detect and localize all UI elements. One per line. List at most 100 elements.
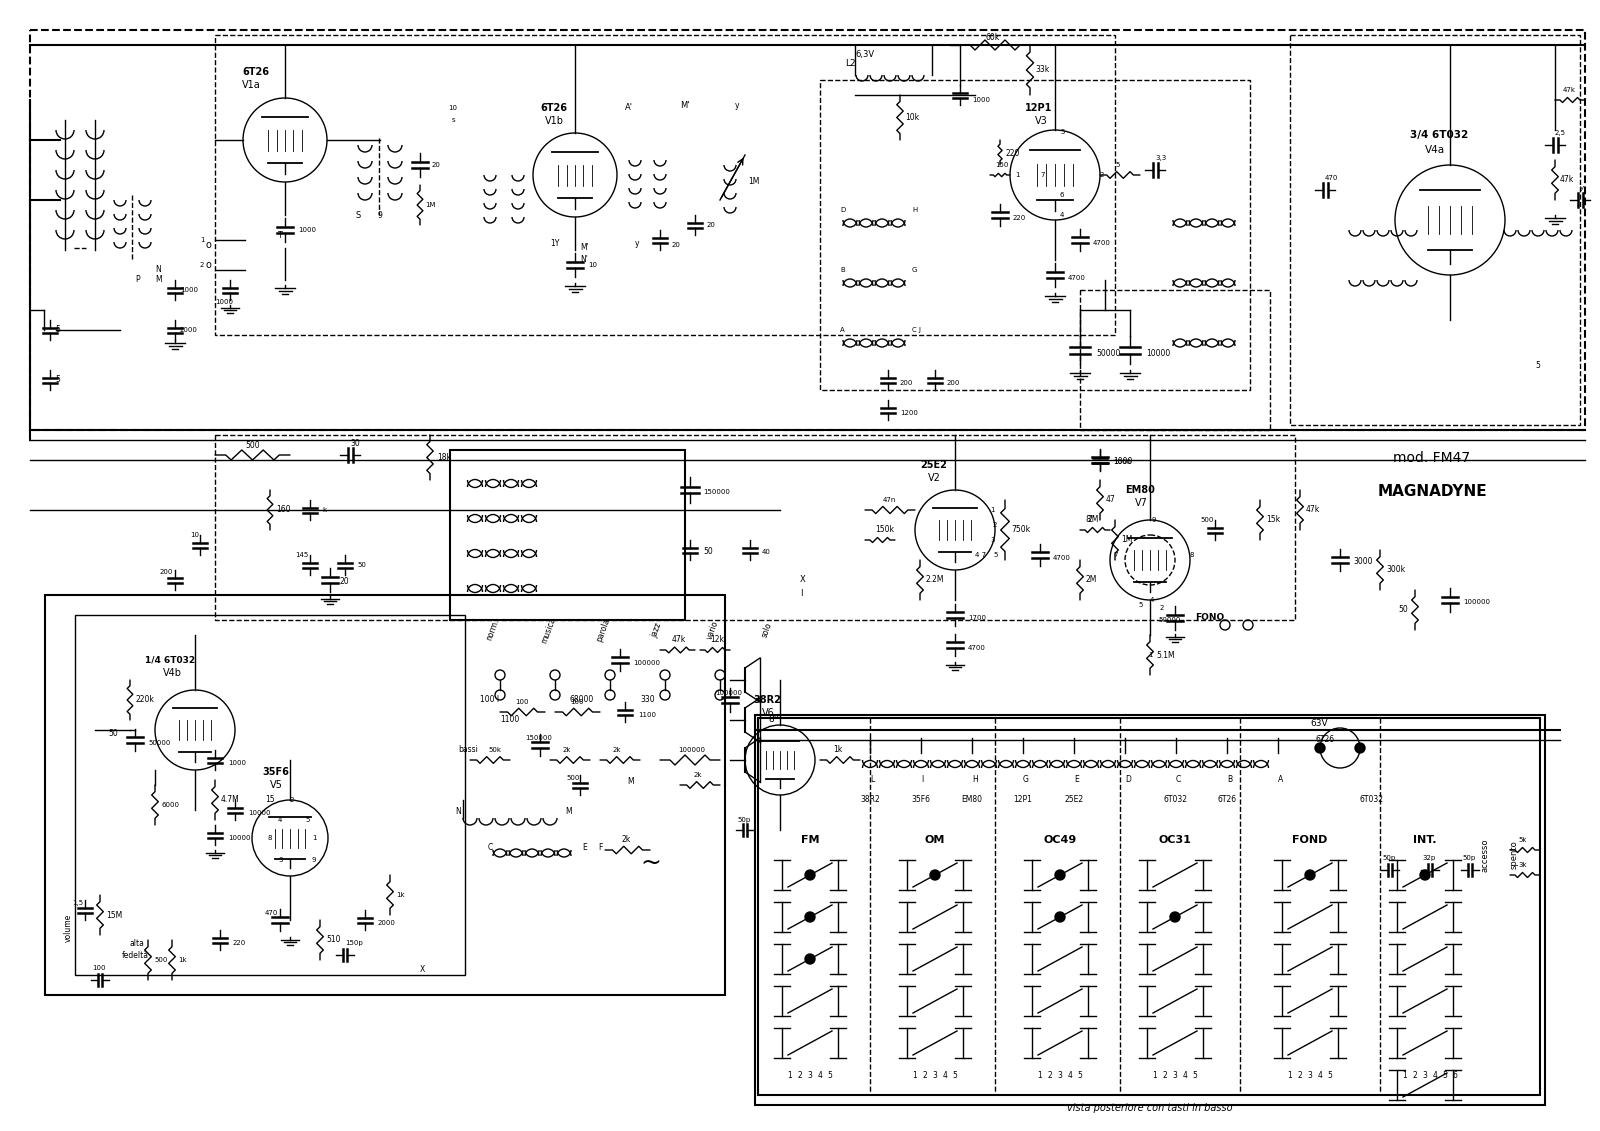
Text: 47k: 47k [1560, 175, 1574, 184]
Circle shape [930, 870, 941, 880]
Text: 3: 3 [1307, 1071, 1312, 1079]
Text: 150p: 150p [346, 940, 363, 946]
Text: y: y [635, 240, 640, 249]
Text: 20: 20 [339, 578, 350, 587]
Text: 5: 5 [54, 375, 59, 385]
Text: I: I [800, 588, 803, 597]
Text: 1000: 1000 [1114, 458, 1133, 466]
Text: 1: 1 [1038, 1071, 1042, 1079]
Text: 4: 4 [1317, 1071, 1323, 1079]
Text: M': M' [579, 243, 589, 252]
Text: 4: 4 [1182, 1071, 1187, 1079]
Text: FOND: FOND [1293, 835, 1328, 845]
Text: 4: 4 [942, 1071, 947, 1079]
Text: OC49: OC49 [1043, 835, 1077, 845]
Circle shape [805, 870, 814, 880]
Text: 2000: 2000 [179, 327, 198, 333]
Text: 100: 100 [515, 699, 528, 705]
Text: 5: 5 [306, 817, 309, 823]
Text: EM80: EM80 [962, 795, 982, 804]
Text: C: C [488, 844, 493, 853]
Text: 6T26: 6T26 [541, 103, 566, 113]
Text: 1/4 6T032: 1/4 6T032 [146, 656, 195, 665]
Circle shape [1170, 912, 1181, 922]
Text: 50: 50 [1398, 605, 1408, 614]
Text: 8'': 8'' [1085, 516, 1094, 525]
Text: 50: 50 [109, 728, 118, 737]
Text: 100000: 100000 [1462, 599, 1490, 605]
Text: 470: 470 [1325, 175, 1338, 181]
Text: H: H [912, 207, 917, 213]
Text: 2k: 2k [622, 836, 632, 845]
Text: 200: 200 [160, 569, 173, 575]
Text: T': T' [278, 231, 285, 240]
Text: EM80: EM80 [1125, 485, 1155, 495]
Circle shape [805, 955, 814, 964]
Text: 10: 10 [448, 105, 458, 111]
Text: 6: 6 [1453, 1071, 1458, 1079]
Text: y: y [734, 101, 739, 110]
Text: 3: 3 [1173, 1071, 1178, 1079]
Text: OM: OM [925, 835, 946, 845]
Text: V7: V7 [1134, 498, 1147, 508]
Text: 2: 2 [1298, 1071, 1302, 1079]
Text: o: o [205, 260, 211, 270]
Text: S: S [355, 210, 360, 219]
Text: MAGNADYNE: MAGNADYNE [1378, 484, 1486, 500]
Text: 4: 4 [1059, 211, 1064, 218]
Text: 2k: 2k [563, 746, 571, 753]
Circle shape [1054, 912, 1066, 922]
Text: 2,5: 2,5 [1555, 130, 1566, 136]
Text: 4: 4 [1150, 597, 1154, 603]
Text: 20: 20 [432, 162, 442, 169]
Text: 150000: 150000 [702, 489, 730, 495]
Text: 5: 5 [827, 1071, 832, 1079]
Text: M: M [565, 808, 571, 817]
Text: 100: 100 [570, 699, 584, 705]
Text: 9: 9 [312, 857, 317, 863]
Text: X: X [419, 966, 426, 975]
Text: B: B [1227, 776, 1232, 785]
Circle shape [1054, 870, 1066, 880]
Text: 1200: 1200 [899, 411, 918, 416]
Text: 4 7: 4 7 [974, 552, 986, 558]
Text: 4700: 4700 [1053, 555, 1070, 561]
Bar [1290, 35, 1581, 425]
Text: 8: 8 [1190, 552, 1195, 558]
Text: 6T26: 6T26 [242, 67, 269, 77]
Text: E: E [1074, 776, 1078, 785]
Text: 38R2: 38R2 [861, 795, 880, 804]
Text: V1a: V1a [242, 80, 261, 90]
Text: 2: 2 [1160, 605, 1165, 611]
Text: L: L [870, 776, 874, 785]
Text: V2: V2 [928, 473, 941, 483]
Circle shape [1315, 743, 1325, 753]
Text: 200: 200 [899, 380, 914, 386]
Text: 25E2: 25E2 [920, 460, 947, 470]
Text: F: F [598, 844, 602, 853]
Text: INT.: INT. [1413, 835, 1437, 845]
Text: 500: 500 [566, 775, 579, 782]
Text: 145: 145 [294, 552, 309, 558]
Text: 3000: 3000 [1354, 558, 1373, 567]
Text: 100000: 100000 [634, 661, 661, 666]
Text: 1M: 1M [1122, 535, 1133, 544]
Text: 15: 15 [266, 795, 275, 804]
Text: vista posteriore con tasti in basso: vista posteriore con tasti in basso [1067, 1103, 1234, 1113]
Text: 2: 2 [798, 1071, 802, 1079]
Text: 470: 470 [266, 910, 278, 916]
Bar [450, 450, 685, 620]
Text: 10: 10 [190, 532, 198, 538]
Text: 50: 50 [357, 562, 366, 568]
Text: 47n: 47n [883, 497, 896, 503]
Text: 3: 3 [933, 1071, 938, 1079]
Text: 8: 8 [269, 835, 272, 841]
Text: 7: 7 [1040, 172, 1045, 178]
Text: 5: 5 [1443, 1071, 1448, 1079]
Text: 1: 1 [912, 1071, 917, 1079]
Text: accesso: accesso [1480, 838, 1490, 872]
Text: 1M: 1M [426, 202, 435, 208]
Text: 18k: 18k [437, 454, 451, 463]
Text: 100000: 100000 [715, 690, 742, 696]
Text: fedeltà: fedeltà [122, 950, 149, 959]
